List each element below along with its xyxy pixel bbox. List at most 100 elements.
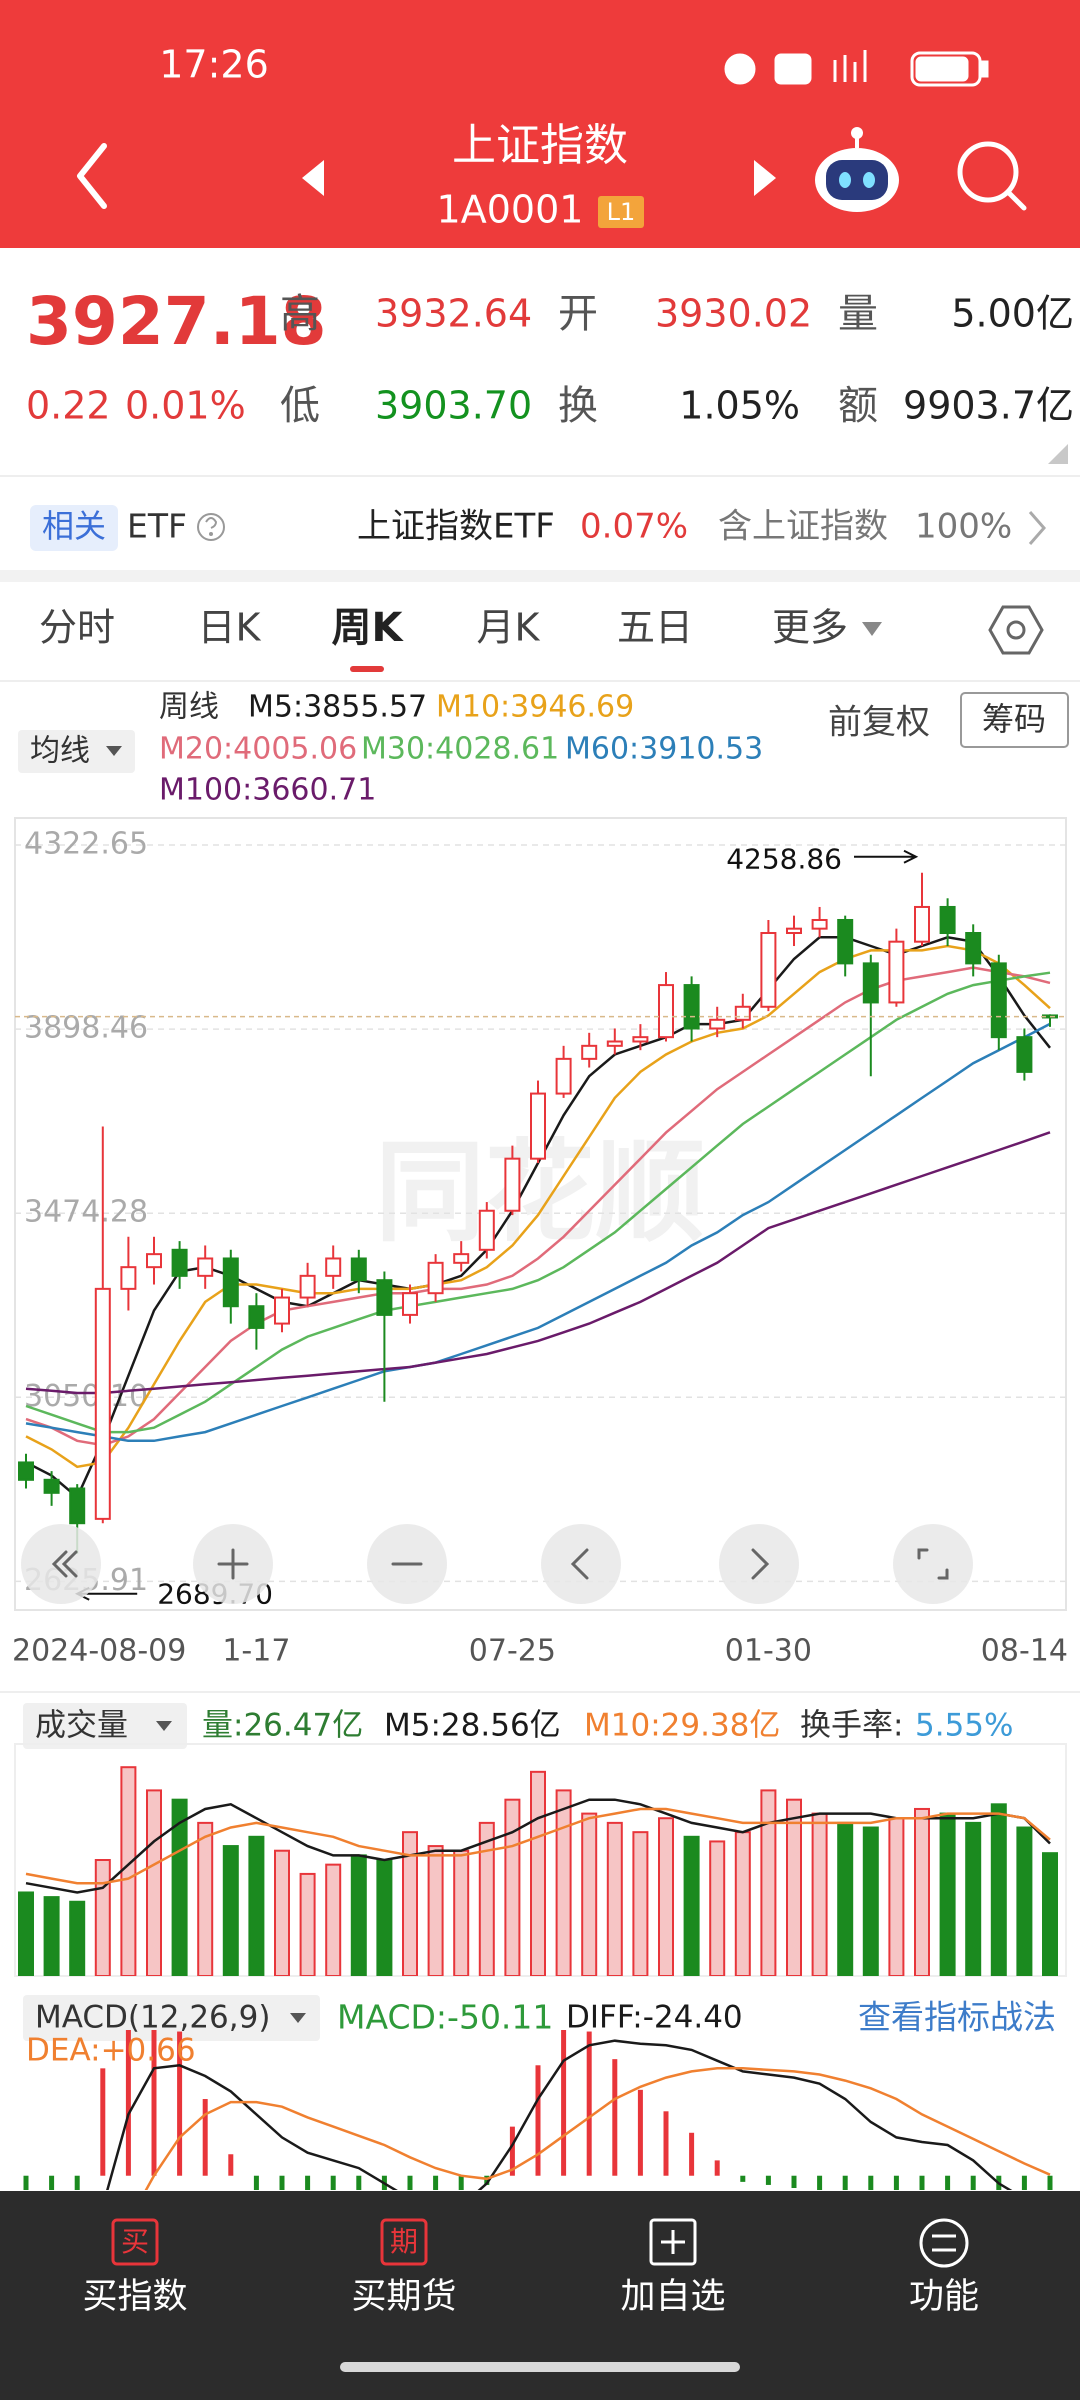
nav-icon (649, 2218, 697, 2266)
index-code: 1A0001 (437, 188, 584, 232)
tab[interactable]: 日K (198, 606, 262, 650)
macd-selector[interactable]: MACD(12,26,9) (35, 2000, 270, 2036)
macd-bar (663, 2111, 669, 2176)
candle-body (274, 1296, 290, 1325)
volume-bar (862, 1826, 879, 1976)
candle-body (965, 932, 982, 965)
zoom-in-button[interactable] (193, 1524, 273, 1604)
info-icon[interactable] (197, 513, 225, 541)
nav-icon (380, 2218, 428, 2266)
volume-bar (453, 1849, 470, 1976)
nav-label[interactable]: 买指数 (82, 2277, 187, 2317)
legend-entry: 量:26.47亿 (202, 1708, 363, 1744)
volume-bar (222, 1845, 239, 1976)
volume-bar (299, 1872, 316, 1976)
volume-selector[interactable]: 成交量 (35, 1708, 128, 1744)
volume-bar (120, 1766, 137, 1976)
settings-button[interactable] (988, 605, 1044, 655)
tab[interactable]: 分时 (39, 606, 115, 650)
indicator-link[interactable]: 查看指标战法 (858, 1998, 1056, 2037)
ma-line (144, 2067, 1051, 2190)
next-button[interactable] (754, 160, 776, 196)
nav-label[interactable]: 加自选 (620, 2277, 725, 2317)
candle-body (914, 905, 930, 943)
volume-bar (18, 1891, 34, 1976)
legend-entry: M100:3660.71 (159, 773, 376, 808)
level-badge (598, 196, 644, 228)
change: 0.22 (26, 384, 111, 428)
tab[interactable]: 更多 (772, 606, 848, 650)
etf-chevron[interactable] (1028, 511, 1046, 545)
volume-bar (658, 1817, 674, 1976)
nav-icon-text: 买 (121, 2225, 149, 2258)
pan-left-button[interactable] (541, 1524, 621, 1604)
nav-label[interactable]: 买期货 (351, 2277, 456, 2317)
volume-bar (990, 1803, 1007, 1976)
candle-body (325, 1257, 342, 1277)
volume-bar (504, 1798, 521, 1976)
zoom-out-all-button[interactable] (21, 1524, 101, 1604)
macd-selector-bg[interactable] (23, 1995, 320, 2041)
macd-bar (765, 2175, 771, 2185)
candle-body (760, 932, 777, 1008)
quote-label: 高 (280, 291, 320, 337)
chips-label[interactable]: 筹码 (982, 700, 1046, 738)
status-icons (724, 50, 989, 87)
macd-bar (330, 2175, 336, 2190)
volume-bar (43, 1896, 60, 1976)
ma-selector-bg[interactable] (18, 730, 135, 773)
adjust-label[interactable]: 前复权 (828, 703, 930, 743)
volume-bar (581, 1812, 598, 1976)
x-tick-label: 1-17 (222, 1634, 290, 1669)
quote-label: 换 (558, 383, 598, 429)
level-badge-text: L1 (607, 198, 636, 226)
candle-body (478, 1209, 495, 1251)
robot-button[interactable] (815, 127, 899, 212)
legend-entry: MACD:-50.11 (337, 1998, 553, 2037)
macd-bar (407, 2175, 413, 2190)
etf-name[interactable]: 上证指数ETF (357, 507, 555, 547)
volume-selector-bg[interactable] (23, 1703, 187, 1749)
macd-bar (23, 2175, 29, 2190)
back-button[interactable] (77, 143, 107, 209)
prev-button[interactable] (302, 160, 324, 196)
macd-bar (561, 2030, 567, 2176)
volume-bar (683, 1835, 700, 1976)
volume-bar (965, 1821, 982, 1976)
volume-bar (760, 1789, 777, 1976)
pan-right-button[interactable] (719, 1524, 799, 1604)
macd-bar (919, 2175, 925, 2190)
y-tick-label: 4322.65 (24, 827, 148, 862)
ma-selector[interactable]: 均线 (30, 734, 90, 769)
macd-bar (817, 2175, 823, 2190)
ma-line (25, 966, 1051, 1447)
candle-body (248, 1305, 265, 1329)
volume-bar (786, 1798, 802, 1976)
macd-bar (535, 2065, 541, 2176)
macd-bar (458, 2175, 464, 2190)
tab[interactable]: 周K (332, 605, 405, 651)
volume-bar (402, 1831, 418, 1976)
macd-bar (868, 2175, 874, 2190)
candle-body (1016, 1036, 1033, 1073)
etf-tag: 相关 (42, 507, 106, 545)
macd-bar (125, 2030, 131, 2176)
expand-corner[interactable] (1048, 444, 1068, 464)
legend-entry: M10:29.38亿 (584, 1708, 780, 1744)
fullscreen-button[interactable] (893, 1524, 973, 1604)
macd-bar (612, 2059, 618, 2176)
volume-bar (811, 1812, 828, 1976)
candle-body (632, 1036, 649, 1043)
search-button[interactable] (957, 141, 1027, 211)
turnover-label: 换手率: (800, 1708, 903, 1744)
zoom-out-button[interactable] (367, 1524, 447, 1604)
tab[interactable]: 五日 (617, 606, 693, 650)
etf-tag-bg (30, 505, 118, 551)
tab[interactable]: 月K (477, 606, 541, 650)
nav-label[interactable]: 功能 (909, 2277, 979, 2317)
quote-value: 1.05% (679, 384, 800, 428)
chips-button[interactable] (960, 692, 1069, 748)
quote-value: 5.00亿 (951, 292, 1074, 336)
candle-body (453, 1253, 470, 1264)
volume-bar (632, 1831, 649, 1976)
